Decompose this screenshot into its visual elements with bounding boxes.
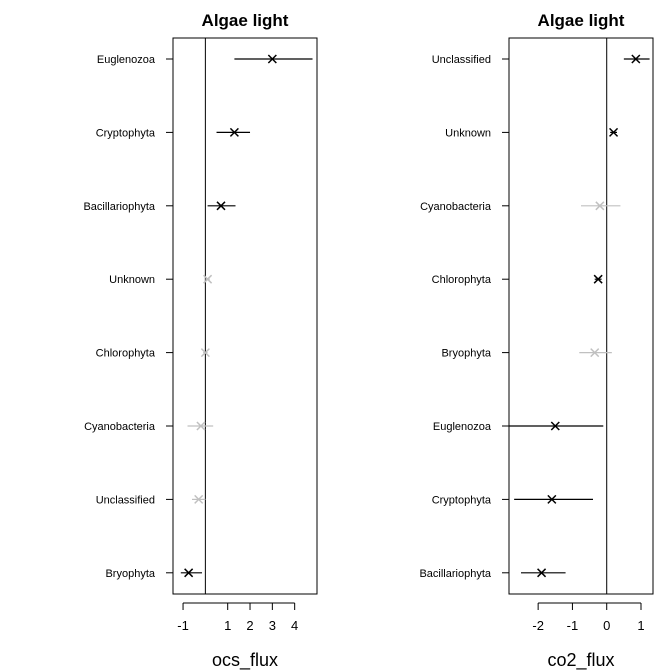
chart2-point-bryophyta	[590, 348, 600, 358]
chart2-point-unknown	[609, 127, 619, 137]
chart1-point-stroke	[200, 348, 210, 358]
chart2-point-stroke	[595, 201, 605, 211]
chart2-point-stroke	[631, 54, 641, 64]
chart2-point-stroke	[547, 494, 557, 504]
chart1-category-label-euglenozoa: Euglenozoa	[97, 54, 156, 66]
chart1-point-stroke	[203, 274, 213, 284]
chart1-x-tick-label: 3	[269, 618, 276, 633]
chart2-point-unclassified	[631, 54, 641, 64]
chart1-category-label-cyanobacteria: Cyanobacteria	[84, 421, 156, 433]
chart1-point-euglenozoa	[267, 54, 277, 64]
chart2-category-label-bacillariophyta: Bacillariophyta	[419, 568, 491, 580]
chart2-point-cyanobacteria	[595, 201, 605, 211]
chart1-category-label-cryptophyta: Cryptophyta	[96, 127, 156, 139]
chart2-x-tick-label: 1	[637, 618, 644, 633]
chart1-point-bryophyta	[184, 568, 194, 578]
chart2-x-tick-label: 0	[603, 618, 610, 633]
chart1-category-label-unknown: Unknown	[109, 274, 155, 286]
chart1-category-label-bacillariophyta: Bacillariophyta	[83, 201, 155, 213]
chart1-category-label-chlorophyta: Chlorophyta	[96, 348, 156, 360]
chart1-point-stroke	[216, 201, 226, 211]
chart1-point-stroke	[184, 568, 194, 578]
chart1-point-unknown	[203, 274, 213, 284]
chart1-point-stroke	[267, 54, 277, 64]
chart2-x-tick-label: -2	[532, 618, 544, 633]
chart1-point-stroke	[196, 421, 206, 431]
chart2-point-stroke	[550, 421, 560, 431]
chart2-category-label-cyanobacteria: Cyanobacteria	[420, 201, 492, 213]
chart2-category-label-chlorophyta: Chlorophyta	[432, 274, 492, 286]
chart2-title: Algae light	[538, 11, 625, 30]
chart2-point-stroke	[593, 274, 603, 284]
chart2-point-cryptophyta	[547, 494, 557, 504]
chart2-category-label-cryptophyta: Cryptophyta	[432, 494, 492, 506]
chart1-x-tick-label: 1	[224, 618, 231, 633]
chart2-category-label-euglenozoa: Euglenozoa	[433, 421, 492, 433]
chart2-category-label-unclassified: Unclassified	[432, 54, 491, 66]
chart1-point-stroke	[194, 494, 204, 504]
chart2-plot-frame	[508, 37, 654, 595]
chart1-plot-frame	[172, 37, 318, 595]
chart2-point-stroke	[537, 568, 547, 578]
chart2-x-axis-label: co2_flux	[547, 650, 614, 671]
chart1-x-tick-label: 2	[246, 618, 253, 633]
chart1-category-label-unclassified: Unclassified	[96, 494, 155, 506]
chart1-point-cryptophyta	[229, 127, 239, 137]
chart1-point-bacillariophyta	[216, 201, 226, 211]
chart2-point-chlorophyta	[593, 274, 603, 284]
chart1-x-axis-label: ocs_flux	[212, 650, 278, 671]
chart2-category-label-bryophyta: Bryophyta	[441, 348, 491, 360]
chart2-point-bacillariophyta	[537, 568, 547, 578]
chart2-x-tick-label: -1	[567, 618, 579, 633]
chart2-point-stroke	[609, 127, 619, 137]
chart1-point-chlorophyta	[200, 348, 210, 358]
chart1-point-stroke	[229, 127, 239, 137]
chart2-point-stroke	[590, 348, 600, 358]
chart1-x-tick-label: 4	[291, 618, 298, 633]
chart1-point-unclassified	[194, 494, 204, 504]
chart2-point-euglenozoa	[550, 421, 560, 431]
chart1-x-tick-label: -1	[177, 618, 189, 633]
chart2-category-label-unknown: Unknown	[445, 127, 491, 139]
chart1-category-label-bryophyta: Bryophyta	[105, 568, 155, 580]
chart1-title: Algae light	[202, 11, 289, 30]
chart1-point-cyanobacteria	[196, 421, 206, 431]
